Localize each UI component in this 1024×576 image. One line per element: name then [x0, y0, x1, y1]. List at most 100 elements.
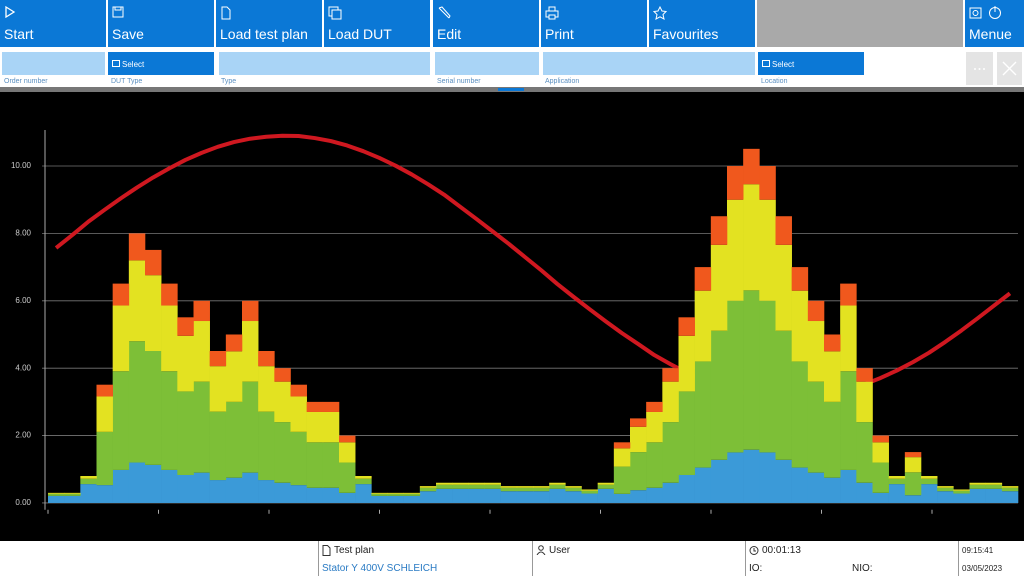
dut-type-select[interactable]: Select: [108, 52, 214, 75]
bar-segment: [128, 341, 146, 463]
bar-segment: [678, 391, 695, 475]
bar-segment: [775, 330, 792, 460]
bar-segment: [791, 361, 809, 468]
location-select[interactable]: Select: [758, 52, 864, 75]
bar-segment: [161, 371, 178, 470]
bar-segment: [727, 199, 744, 301]
y-tick-label: 6.00: [15, 296, 31, 305]
order-number-field[interactable]: [2, 52, 105, 75]
bar-segment: [937, 486, 954, 488]
icon: [5, 6, 16, 18]
y-tick-label: 0.00: [15, 498, 31, 507]
bar-segment: [242, 472, 259, 503]
splitter-handle[interactable]: [498, 88, 524, 91]
bar-segment: [565, 486, 582, 488]
icon: [112, 6, 124, 18]
application-field[interactable]: [543, 52, 755, 75]
menu-button[interactable]: Menue: [965, 0, 1024, 47]
bar-segment: [161, 305, 178, 372]
bar-segment: [840, 371, 857, 470]
bar-segment: [48, 493, 65, 496]
bar-segment: [549, 482, 566, 485]
bar-segment: [145, 464, 162, 503]
bar-segment: [743, 449, 760, 503]
bar-segment: [145, 275, 162, 352]
bar-segment: [581, 489, 598, 491]
io-label: IO:: [749, 563, 763, 574]
bar-segment: [80, 484, 97, 503]
bar-segment: [258, 351, 275, 367]
start-button[interactable]: Start: [0, 0, 106, 47]
serial-number-field[interactable]: [435, 52, 539, 75]
favourites-button[interactable]: Favourites: [649, 0, 755, 47]
bar-segment: [403, 493, 421, 496]
bar-segment: [969, 488, 986, 503]
bar-segment: [112, 371, 130, 470]
bar-segment: [80, 476, 97, 479]
more-button[interactable]: [966, 52, 993, 85]
bar-segment: [678, 317, 695, 336]
bar-segment: [177, 317, 194, 336]
bar-segment: [225, 351, 243, 402]
close-button[interactable]: [997, 52, 1022, 85]
bar-segment: [403, 495, 421, 503]
bar-segment: [581, 493, 598, 503]
bar-segment: [727, 300, 744, 453]
bar-segment: [306, 411, 324, 443]
bar-segment: [112, 469, 130, 503]
bar-segment: [630, 418, 647, 427]
bar-segment: [225, 334, 243, 352]
bar-segment: [856, 368, 873, 382]
bar-segment: [678, 335, 695, 392]
bar-segment: [225, 477, 243, 503]
bar-segment: [904, 472, 922, 496]
type-field[interactable]: [219, 52, 430, 75]
bar-segment: [112, 305, 130, 372]
bar-segment: [759, 166, 776, 200]
field-label: Type: [221, 78, 237, 85]
bar-segment: [824, 401, 841, 478]
load-dut-button[interactable]: Load DUT: [324, 0, 430, 47]
button-label: Print: [545, 26, 574, 42]
separator: [318, 541, 319, 576]
bar-segment: [436, 482, 453, 485]
bar-segment: [128, 233, 146, 261]
bar-segment: [646, 487, 663, 503]
bar-segment: [274, 482, 291, 503]
y-tick-label: 10.00: [11, 161, 32, 170]
bar-segment: [355, 484, 372, 503]
bar-segment: [937, 491, 954, 503]
bar-segment: [533, 491, 550, 503]
bar-segment: [500, 486, 518, 488]
icon: [653, 6, 667, 20]
bar-segment: [339, 492, 356, 503]
icon: [221, 6, 231, 20]
bar-segment: [274, 368, 291, 382]
save-button[interactable]: Save: [108, 0, 214, 47]
print-button[interactable]: Print: [541, 0, 647, 47]
bar-segment: [937, 487, 954, 492]
bar-segment: [872, 442, 889, 463]
button-label: Start: [4, 26, 34, 42]
bar-segment: [565, 491, 582, 503]
bar-segment: [128, 260, 146, 342]
bar-segment: [371, 493, 388, 496]
nio-label: NIO:: [852, 563, 873, 574]
bar-segment: [921, 478, 938, 485]
button-label: Menue: [969, 26, 1012, 42]
elapsed-time: 00:01:13: [762, 545, 801, 556]
edit-button[interactable]: Edit: [433, 0, 539, 47]
bar-segment: [646, 401, 663, 412]
bar-segment: [339, 462, 356, 493]
bar-segment: [500, 487, 518, 492]
bar-segment: [209, 366, 227, 412]
bar-segment: [290, 384, 307, 397]
chart: 0.00 2.00 4.00 6.00 8.00 10.00: [0, 92, 1024, 541]
bar-segment: [161, 283, 178, 306]
bar-segment: [258, 480, 275, 503]
load-test-plan-button[interactable]: Load test plan: [216, 0, 322, 47]
bar-segment: [840, 469, 857, 503]
bar-segment: [387, 492, 404, 494]
bar-segment: [694, 290, 712, 362]
clock-date: 03/05/2023: [962, 564, 1003, 573]
